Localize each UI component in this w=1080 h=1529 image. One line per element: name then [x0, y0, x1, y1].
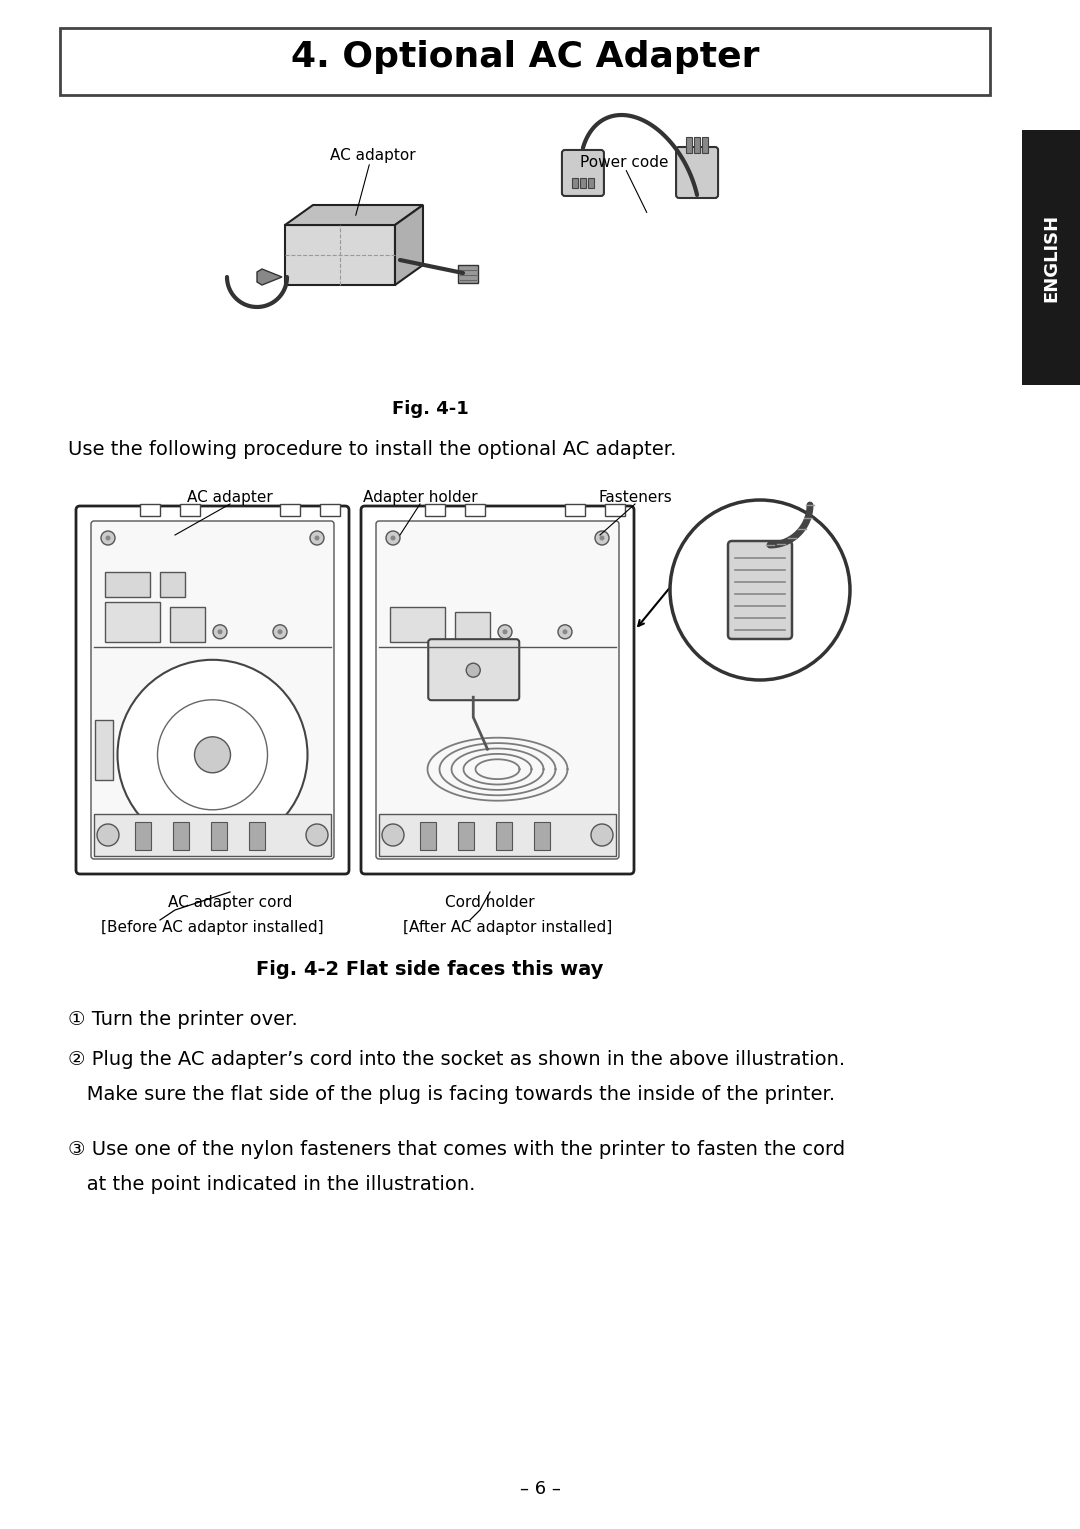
Bar: [170, 607, 205, 642]
Bar: [686, 138, 692, 153]
Circle shape: [97, 824, 119, 846]
Bar: [565, 505, 585, 515]
Circle shape: [558, 625, 572, 639]
Bar: [135, 823, 151, 850]
Bar: [588, 177, 594, 188]
Text: AC adapter: AC adapter: [187, 489, 273, 505]
Bar: [534, 823, 550, 850]
Bar: [140, 505, 160, 515]
Circle shape: [106, 535, 110, 540]
Circle shape: [106, 839, 110, 844]
Circle shape: [278, 630, 283, 635]
Circle shape: [386, 835, 400, 849]
Text: ENGLISH: ENGLISH: [1042, 214, 1059, 301]
Text: Use the following procedure to install the optional AC adapter.: Use the following procedure to install t…: [68, 440, 676, 459]
Text: – 6 –: – 6 –: [519, 1480, 561, 1498]
Polygon shape: [257, 269, 282, 284]
Circle shape: [599, 839, 605, 844]
Text: AC adapter cord: AC adapter cord: [167, 894, 293, 910]
Bar: [180, 505, 200, 515]
Circle shape: [158, 700, 268, 810]
Circle shape: [273, 625, 287, 639]
Bar: [496, 823, 512, 850]
Text: AC adaptor: AC adaptor: [330, 148, 416, 164]
FancyBboxPatch shape: [676, 147, 718, 197]
Text: ③ Use one of the nylon fasteners that comes with the printer to fasten the cord: ③ Use one of the nylon fasteners that co…: [68, 1141, 846, 1159]
Text: at the point indicated in the illustration.: at the point indicated in the illustrati…: [68, 1174, 475, 1194]
FancyBboxPatch shape: [562, 150, 604, 196]
Circle shape: [502, 630, 508, 635]
FancyBboxPatch shape: [76, 506, 349, 875]
Circle shape: [670, 500, 850, 680]
Bar: [426, 505, 445, 515]
Circle shape: [310, 531, 324, 544]
Circle shape: [391, 839, 395, 844]
Circle shape: [310, 835, 324, 849]
Circle shape: [194, 737, 230, 772]
Bar: [280, 505, 300, 515]
Circle shape: [467, 664, 481, 677]
Bar: [458, 823, 474, 850]
Bar: [572, 177, 578, 188]
Bar: [390, 607, 445, 642]
Bar: [60, 28, 990, 95]
Bar: [455, 612, 490, 642]
Circle shape: [314, 535, 320, 540]
Circle shape: [591, 824, 613, 846]
Bar: [105, 602, 160, 642]
Text: Fig. 4-1: Fig. 4-1: [392, 401, 469, 417]
Polygon shape: [395, 205, 423, 284]
FancyBboxPatch shape: [361, 506, 634, 875]
Polygon shape: [285, 205, 423, 225]
FancyBboxPatch shape: [376, 521, 619, 859]
Bar: [702, 138, 708, 153]
FancyBboxPatch shape: [91, 521, 334, 859]
Bar: [160, 572, 185, 596]
Text: Fasteners: Fasteners: [598, 489, 672, 505]
FancyBboxPatch shape: [728, 541, 792, 639]
Text: Power code: Power code: [580, 154, 669, 170]
Text: [Before AC adaptor installed]: [Before AC adaptor installed]: [102, 920, 324, 936]
FancyBboxPatch shape: [429, 639, 519, 700]
Circle shape: [498, 625, 512, 639]
Text: Adapter holder: Adapter holder: [363, 489, 477, 505]
Circle shape: [599, 535, 605, 540]
Bar: [1022, 130, 1080, 385]
Circle shape: [306, 824, 328, 846]
Circle shape: [382, 824, 404, 846]
Text: Fig. 4-2 Flat side faces this way: Fig. 4-2 Flat side faces this way: [256, 960, 604, 979]
Bar: [694, 138, 700, 153]
Bar: [320, 505, 340, 515]
Text: Cord holder: Cord holder: [445, 894, 535, 910]
Circle shape: [595, 531, 609, 544]
Circle shape: [118, 661, 308, 850]
Circle shape: [213, 625, 227, 639]
Circle shape: [102, 835, 114, 849]
Bar: [249, 823, 265, 850]
Bar: [105, 572, 150, 596]
Circle shape: [391, 535, 395, 540]
Bar: [465, 505, 485, 515]
Circle shape: [563, 630, 567, 635]
Text: 4. Optional AC Adapter: 4. Optional AC Adapter: [291, 40, 759, 73]
Circle shape: [595, 835, 609, 849]
Bar: [420, 823, 436, 850]
Circle shape: [102, 531, 114, 544]
Text: Make sure the flat side of the plug is facing towards the inside of the printer.: Make sure the flat side of the plug is f…: [68, 1086, 835, 1104]
Circle shape: [386, 531, 400, 544]
Bar: [580, 177, 586, 188]
Circle shape: [217, 630, 222, 635]
Bar: [605, 505, 625, 515]
Bar: [95, 720, 113, 780]
Text: ① Turn the printer over.: ① Turn the printer over.: [68, 1011, 298, 1029]
Bar: [173, 823, 189, 850]
Bar: [379, 813, 616, 856]
Polygon shape: [285, 225, 395, 284]
Text: ② Plug the AC adapter’s cord into the socket as shown in the above illustration.: ② Plug the AC adapter’s cord into the so…: [68, 1050, 846, 1069]
Bar: [211, 823, 227, 850]
Text: [After AC adaptor installed]: [After AC adaptor installed]: [403, 920, 612, 936]
Bar: [458, 265, 478, 283]
Bar: [94, 813, 330, 856]
Circle shape: [314, 839, 320, 844]
